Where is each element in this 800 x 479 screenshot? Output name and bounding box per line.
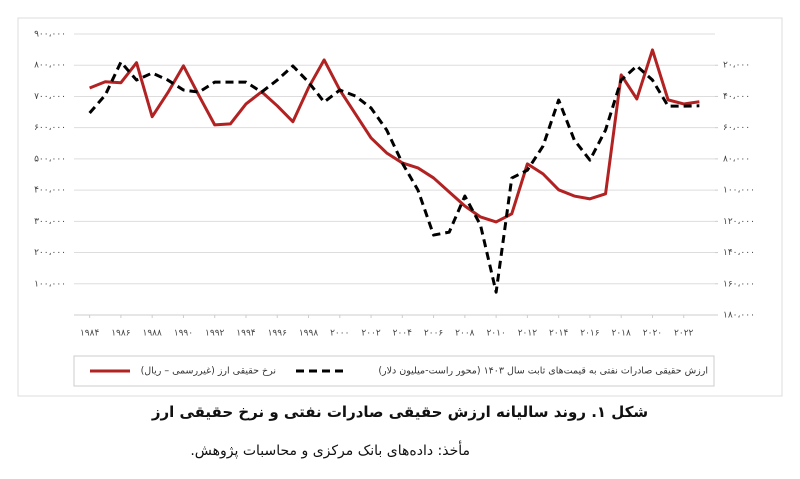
y2-tick-label: ۴۰،۰۰۰ bbox=[723, 92, 750, 102]
y-tick-label: ۱۰۰،۰۰۰ bbox=[34, 279, 66, 289]
x-tick-label: ۲۰۱۸ bbox=[612, 329, 632, 339]
y2-tick-label: ۲۰،۰۰۰ bbox=[723, 61, 750, 71]
x-tick-label: ۲۰۰۸ bbox=[455, 329, 475, 339]
x-tick-label: ۲۰۰۶ bbox=[424, 329, 444, 339]
source: مأخذ: داده‌های بانک مرکزی و محاسبات پژوه… bbox=[190, 443, 470, 459]
y-tick-label: ۳۰۰،۰۰۰ bbox=[34, 217, 66, 227]
x-tick-label: ۱۹۸۶ bbox=[111, 329, 131, 339]
y2-tick-label: ۱۴۰،۰۰۰ bbox=[723, 248, 755, 258]
y-tick-label: ۹۰۰،۰۰۰ bbox=[34, 30, 66, 40]
x-tick-label: ۲۰۱۲ bbox=[518, 329, 538, 339]
x-tick-label: ۲۰۱۶ bbox=[580, 329, 600, 339]
series-line bbox=[89, 48, 700, 224]
x-tick-label: ۲۰۱۰ bbox=[486, 329, 505, 339]
series-line bbox=[88, 60, 700, 294]
x-tick-label: ۱۹۹۸ bbox=[299, 329, 319, 339]
y-tick-label: ۲۰۰،۰۰۰ bbox=[34, 248, 66, 258]
legend-label: ارزش حقیقی صادرات نفتی به قیمت‌های ثابت … bbox=[378, 366, 708, 377]
y-tick-label: ۴۰۰،۰۰۰ bbox=[34, 186, 66, 196]
x-tick-label: ۲۰۲۰ bbox=[643, 329, 662, 339]
x-tick-label: ۱۹۹۰ bbox=[174, 329, 193, 339]
y2-tick-label: ۸۰،۰۰۰ bbox=[723, 154, 750, 164]
legend-box bbox=[73, 355, 715, 387]
frame bbox=[17, 17, 783, 397]
x-tick-label: ۱۹۹۴ bbox=[236, 329, 256, 339]
y2-tick-label: ۱۲۰،۰۰۰ bbox=[723, 217, 755, 227]
x-tick-label: ۲۰۲۲ bbox=[674, 329, 694, 339]
y2-tick-label: ۱۶۰،۰۰۰ bbox=[723, 279, 755, 289]
y-tick-label: ۶۰۰،۰۰۰ bbox=[34, 123, 66, 133]
x-tick-label: ۲۰۱۴ bbox=[549, 329, 569, 339]
x-tick-label: ۱۹۸۸ bbox=[142, 329, 162, 339]
x-tick-label: ۲۰۰۲ bbox=[361, 329, 381, 339]
y2-tick-label: ۱۸۰،۰۰۰ bbox=[723, 311, 755, 321]
y2-tick-label: ۶۰،۰۰۰ bbox=[723, 123, 750, 133]
x-tick-label: ۱۹۹۲ bbox=[205, 329, 225, 339]
y-tick-label: ۷۰۰،۰۰۰ bbox=[34, 92, 66, 102]
x-tick-label: ۱۹۹۶ bbox=[268, 329, 288, 339]
x-tick-label: ۲۰۰۴ bbox=[393, 329, 413, 339]
x-tick-label: ۱۹۸۴ bbox=[80, 329, 100, 339]
y2-tick-label: ۱۰۰،۰۰۰ bbox=[723, 186, 755, 196]
x-tick-label: ۲۰۰۰ bbox=[330, 329, 349, 339]
y-tick-label: ۵۰۰،۰۰۰ bbox=[34, 154, 66, 164]
y-tick-label: ۸۰۰،۰۰۰ bbox=[34, 61, 66, 71]
chart: ۱۰۰،۰۰۰ ۲۰۰،۰۰۰ ۳۰۰،۰۰۰ ۴۰۰،۰۰۰ ۵۰۰،۰۰۰ ۶۰۰،۰… bbox=[17, 17, 783, 397]
legend-label: نرخ حقیقی ارز (غیررسمی – ریال) bbox=[141, 366, 276, 377]
caption: شکل ۱. روند سالیانه ارزش حقیقی صادرات نف… bbox=[151, 403, 649, 421]
